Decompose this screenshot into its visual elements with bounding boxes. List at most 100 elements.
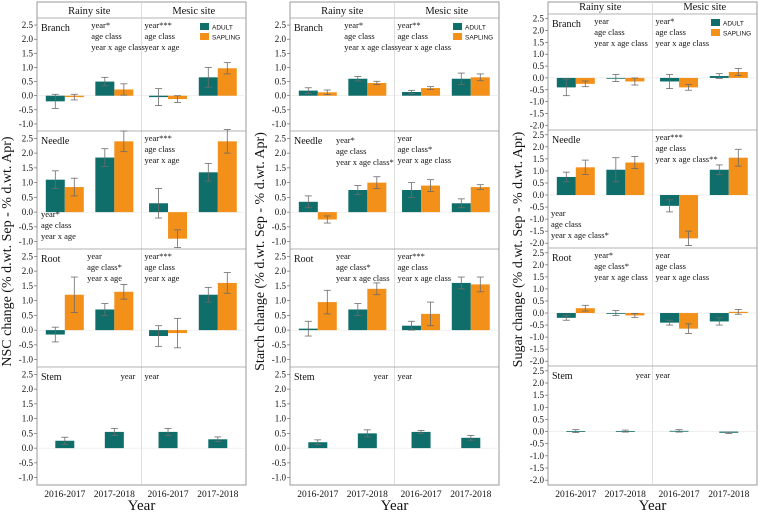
stat-line: year x age class* [551, 230, 609, 240]
x-tick-label: 2017-2018 [605, 490, 646, 500]
x-tick-label: 2016-2017 [297, 490, 338, 500]
y-tick-label: -1.0 [530, 451, 545, 461]
x-tick-label: 2017-2018 [197, 490, 238, 500]
stats-annotation: year [374, 371, 389, 381]
stat-line: year*** [145, 20, 172, 30]
stats-annotation: year [145, 371, 160, 381]
legend: ADULT SAPLING [200, 23, 240, 42]
bar-adult [45, 179, 65, 213]
stats-annotation: year [636, 370, 651, 380]
bar-adult [308, 442, 328, 449]
row-label: Needle [41, 136, 70, 147]
stat-line: age class [145, 262, 175, 272]
stat-line: year x age class [91, 42, 145, 52]
y-tick-label: 1.0 [22, 62, 34, 72]
bar-sapling [421, 88, 441, 96]
stat-line: year x age class [344, 42, 398, 52]
stat-line: year x age class** [656, 154, 718, 164]
y-tick-label: -0.5 [19, 222, 34, 232]
site-label-mesic: Mesic site [425, 6, 468, 17]
y-tick-label: -1.0 [530, 214, 545, 224]
legend-label: SAPLING [723, 31, 751, 38]
y-tick-label: 2.0 [533, 378, 545, 388]
site-label-rainy: Rainy site [68, 6, 111, 17]
y-tick-label: 2.5 [275, 20, 287, 30]
stat-line: year** [398, 20, 421, 30]
stat-line: age class [145, 31, 175, 41]
bar-adult [104, 431, 124, 449]
stat-line: year* [336, 135, 355, 145]
y-tick-label: 1.5 [22, 281, 34, 291]
stat-line: year x age [41, 231, 76, 241]
y-tick-label: 1.5 [22, 399, 34, 409]
x-tick-label: 2017-2018 [708, 490, 749, 500]
row-branch: -2.0 -1.5-1.0 -0.5 0.0 0.5 1.0 1.52.0 2.5 Branch… [530, 14, 757, 130]
x-tick-label: 2017-2018 [450, 490, 491, 500]
y-tick-label: 0.5 [275, 77, 287, 87]
bar-adult [709, 313, 729, 322]
y-tick-label: 2.0 [275, 148, 287, 158]
y-tick-label: 1.5 [533, 272, 545, 282]
stat-line: year x age class [398, 273, 452, 283]
y-tick-label: -1.0 [530, 97, 545, 107]
bar-sapling [114, 141, 134, 213]
bar-sapling [421, 185, 441, 213]
y-tick-label: 0.0 [22, 325, 34, 335]
row-label: Root [294, 254, 314, 265]
legend-label: ADULT [465, 25, 486, 32]
row-label: Needle [294, 136, 323, 147]
stat-line: age class [656, 261, 686, 271]
x-axis-label: Year [128, 498, 156, 514]
y-tick-label: 1.5 [22, 163, 34, 173]
bar-sapling [168, 212, 188, 239]
bar-adult [348, 190, 368, 213]
y-tick-label: -0.5 [530, 202, 545, 212]
stat-line: year [87, 251, 102, 261]
y-tick-label: 0.5 [275, 192, 287, 202]
y-tick-label: 2.0 [22, 384, 34, 394]
y-tick-label: -2.0 [530, 356, 545, 366]
stat-line: year x age class [336, 273, 390, 283]
y-tick-label: 0.5 [533, 178, 545, 188]
y-tick-label: -2.0 [530, 238, 545, 248]
x-tick-label: 2016-2017 [658, 490, 699, 500]
y-tick-label: -1.0 [19, 237, 34, 247]
y-tick-label: 0.5 [22, 192, 34, 202]
y-tick-label: 0.0 [533, 190, 545, 200]
bar-adult [461, 437, 481, 449]
bar-sapling [367, 288, 387, 331]
bar-adult [411, 431, 431, 449]
bar-sapling [367, 82, 387, 96]
stat-line: year x age class [656, 38, 710, 48]
stat-line: year x age class* [336, 157, 394, 167]
stat-line: year* [91, 20, 110, 30]
y-tick-label: 0.5 [533, 61, 545, 71]
legend-swatch-adult [711, 19, 721, 26]
row-root: -2.0 -1.5 -1.0 -0.5 0.0 0.5 1.0 1.5 2.0 2.5 Root ye… [530, 248, 757, 366]
y-tick-label: 0.0 [533, 73, 545, 83]
site-label-mesic: Mesic site [683, 2, 726, 13]
bar-sapling [470, 187, 490, 213]
stat-line: year x age [145, 42, 180, 52]
y-tick-label: 2.5 [275, 251, 287, 261]
stat-line: age class [344, 31, 374, 41]
y-tick-label: -1.0 [272, 473, 287, 483]
y-tick-label: -1.0 [272, 355, 287, 365]
stat-line: year*** [398, 251, 425, 261]
y-tick-label: -1.0 [530, 332, 545, 342]
y-tick-label: 2.0 [275, 266, 287, 276]
row-branch: -1.0-0.50.00.51.01.52.02.5 Branch year*age… [272, 20, 499, 129]
y-tick-label: 0.0 [275, 443, 287, 453]
x-tick-label: 2016-2017 [555, 490, 596, 500]
stat-line: year x age class [398, 155, 452, 165]
